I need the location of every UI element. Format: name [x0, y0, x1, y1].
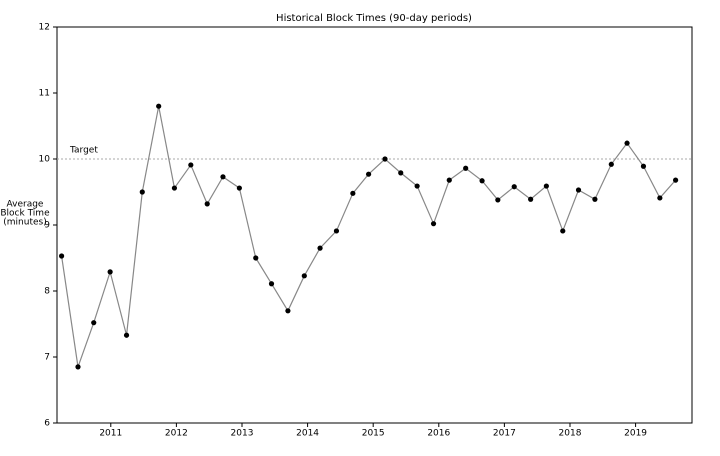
data-point	[560, 228, 566, 234]
data-point	[382, 156, 388, 162]
data-point	[479, 178, 485, 184]
data-point	[220, 174, 226, 180]
data-point	[58, 253, 65, 259]
data-point	[268, 281, 275, 287]
data-point	[624, 140, 630, 146]
data-point	[204, 201, 210, 207]
data-point	[575, 187, 582, 193]
data-point	[543, 183, 549, 189]
data-point	[236, 185, 242, 191]
data-point	[123, 332, 130, 338]
data-point	[673, 177, 679, 183]
y-tick-label: 7	[44, 353, 50, 363]
data-point	[365, 171, 372, 177]
y-tick-label: 6	[44, 419, 50, 429]
data-point	[592, 196, 598, 202]
x-tick-label: 2012	[165, 429, 188, 439]
data-point	[398, 170, 404, 176]
data-point	[139, 189, 145, 195]
data-point	[608, 161, 614, 167]
x-tick-label: 2017	[493, 429, 516, 439]
data-point	[446, 177, 452, 183]
data-point	[75, 364, 81, 370]
x-tick-label: 2014	[296, 429, 319, 439]
y-tick-label: 9	[44, 221, 50, 231]
data-point	[430, 221, 437, 227]
plot-frame	[56, 26, 693, 424]
x-tick-label: 2019	[624, 429, 647, 439]
data-point	[285, 308, 291, 314]
x-tick-label: 2011	[99, 429, 122, 439]
y-tick-label: 10	[39, 155, 51, 165]
x-tick-label: 2018	[559, 429, 582, 439]
x-tick-label: 2016	[427, 429, 450, 439]
data-point	[657, 195, 663, 201]
data-point	[188, 162, 194, 168]
data-point	[171, 185, 178, 191]
x-tick-label: 2013	[231, 429, 254, 439]
data-point	[640, 163, 647, 169]
y-tick-label: 12	[39, 23, 50, 33]
y-axis-label: Average	[7, 200, 44, 210]
data-point	[301, 273, 307, 279]
chart-title: Historical Block Times (90-day periods)	[276, 13, 472, 24]
y-tick-label: 11	[39, 89, 50, 99]
data-point	[107, 269, 113, 275]
y-axis-label: (minutes)	[3, 218, 46, 228]
data-point	[495, 197, 501, 203]
target-label: Target	[69, 146, 98, 156]
y-axis-label: Block Time	[0, 209, 50, 219]
data-point	[317, 245, 323, 251]
x-tick-label: 2015	[362, 429, 385, 439]
data-point	[463, 165, 469, 171]
data-point	[414, 183, 420, 189]
data-point	[511, 184, 517, 190]
data-point	[528, 196, 534, 202]
series-line	[60, 106, 677, 368]
data-point	[253, 255, 259, 261]
data-point	[91, 320, 97, 326]
data-point	[333, 228, 340, 234]
y-tick-label: 8	[44, 287, 50, 297]
data-point	[156, 103, 162, 109]
data-point	[350, 190, 356, 196]
